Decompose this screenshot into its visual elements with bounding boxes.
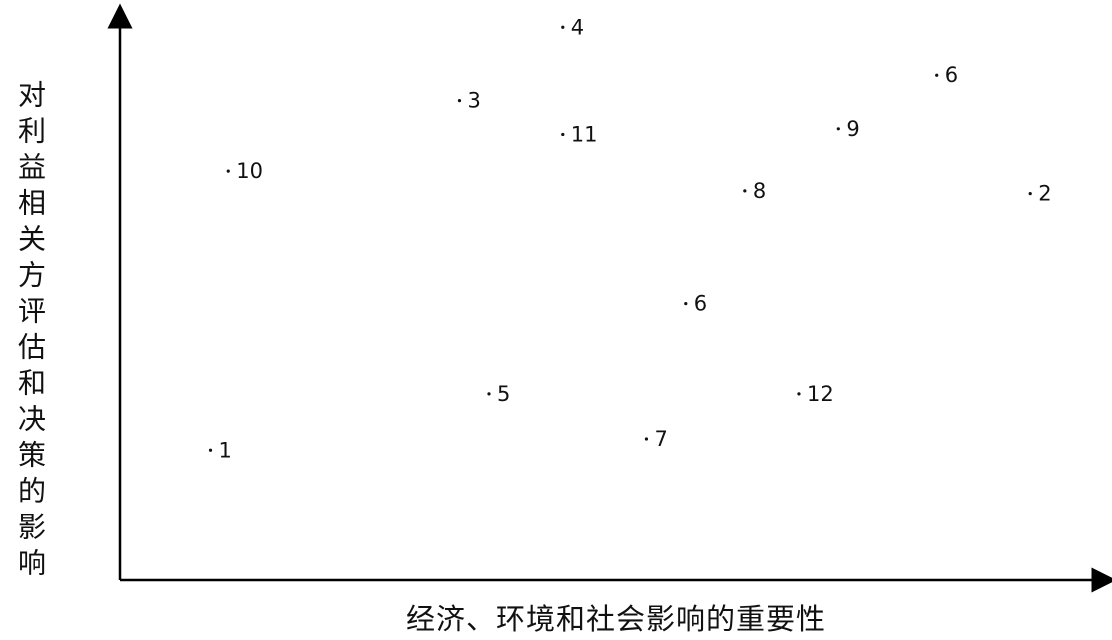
- data-point-label-0: 1: [219, 438, 232, 462]
- data-point-6: [644, 437, 649, 441]
- data-point-10: [836, 127, 840, 131]
- data-point-5: [487, 392, 491, 396]
- data-point-label-1: 10: [236, 159, 263, 183]
- data-point-label-11: 6: [945, 63, 958, 87]
- data-point-label-8: 8: [753, 179, 766, 203]
- data-point-3: [561, 25, 565, 29]
- data-point-label-7: 6: [694, 292, 707, 316]
- data-point-label-9: 12: [807, 382, 834, 406]
- data-point-11: [935, 73, 939, 77]
- data-point-1: [226, 169, 230, 173]
- y-axis-label: 对利益相关方评估和决策的影响: [14, 80, 47, 584]
- data-point-12: [1028, 192, 1032, 196]
- data-point-2: [457, 99, 462, 103]
- data-point-4: [561, 132, 565, 137]
- data-point-0: [208, 448, 213, 452]
- data-point-label-5: 5: [497, 382, 510, 406]
- data-point-7: [684, 302, 688, 306]
- data-point-label-12: 2: [1038, 182, 1051, 206]
- data-point-label-6: 7: [654, 427, 667, 451]
- data-point-label-2: 3: [467, 89, 480, 113]
- data-point-label-4: 11: [571, 122, 598, 146]
- data-point-9: [797, 392, 801, 396]
- x-axis-label: 经济、环境和社会影响的重要性: [405, 602, 826, 636]
- data-point-8: [743, 189, 747, 193]
- data-point-label-3: 4: [571, 15, 584, 39]
- data-point-label-10: 9: [846, 117, 859, 141]
- data-points: 1 10 3 4 11 5 7 6 8 12 9 6 2: [208, 15, 1052, 462]
